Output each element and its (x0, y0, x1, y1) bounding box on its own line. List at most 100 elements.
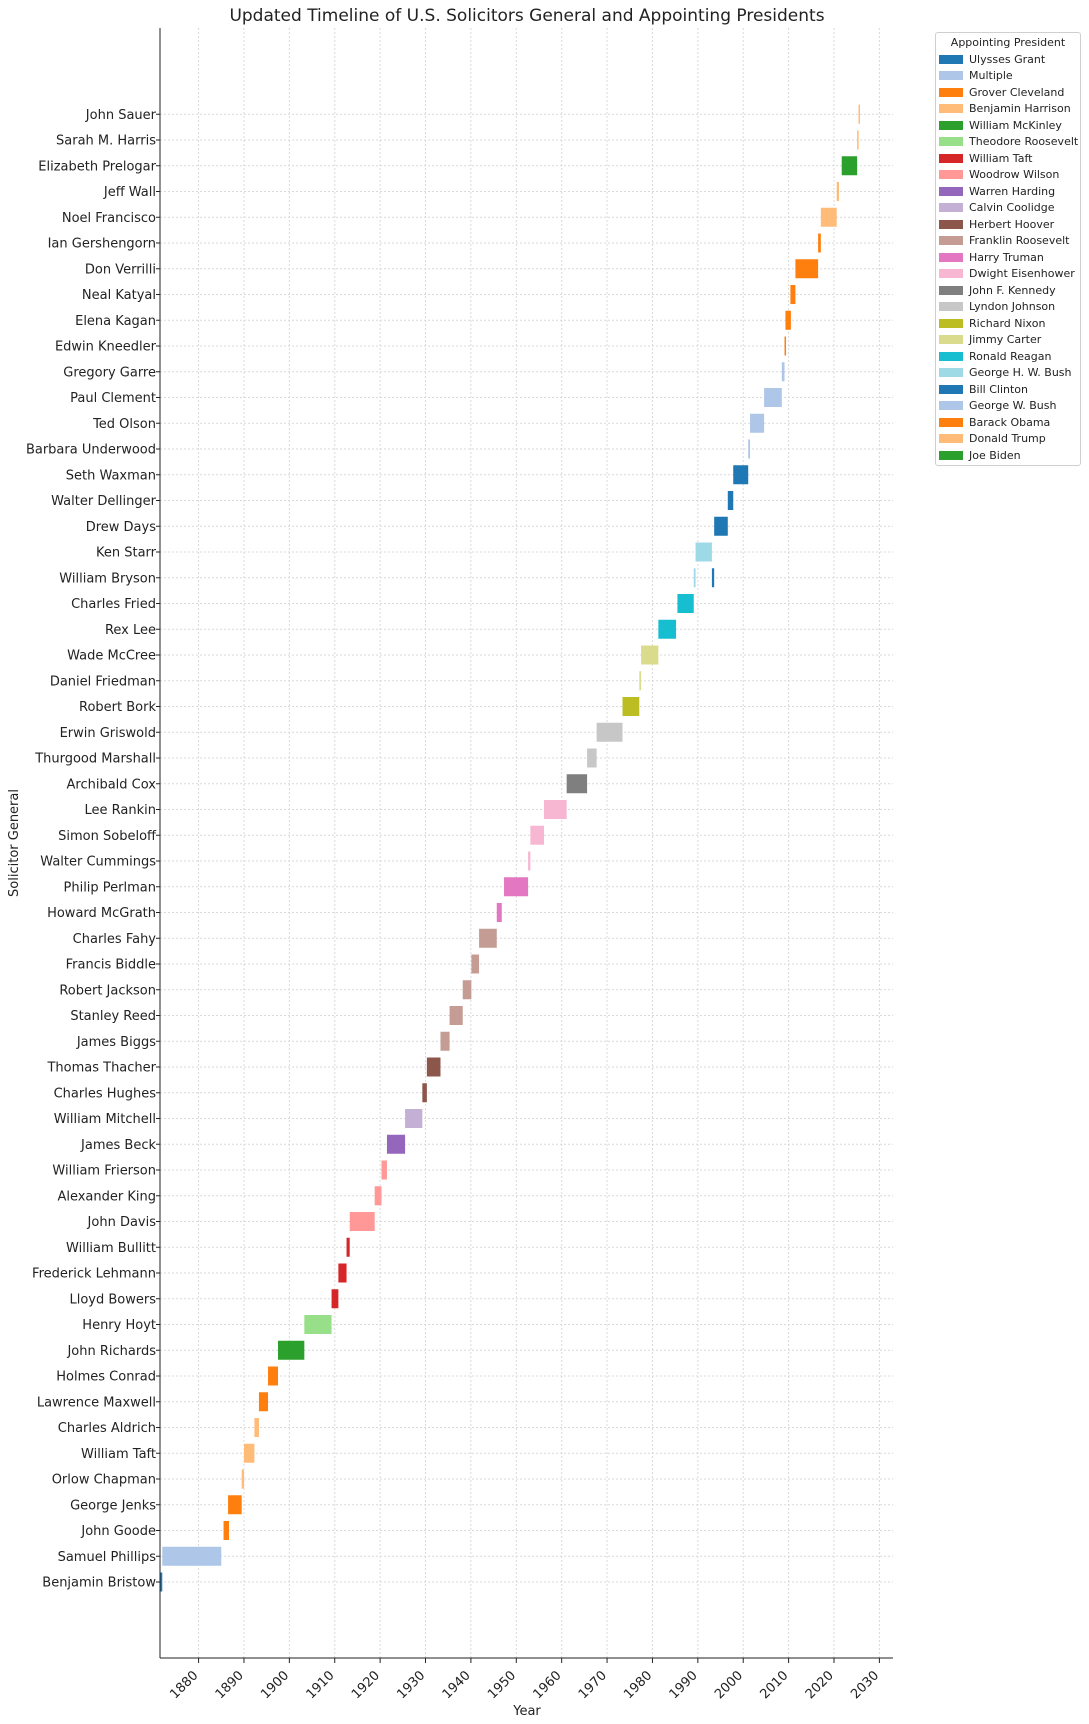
y-tick-label: Robert Bork (79, 700, 156, 715)
legend-label: Grover Cleveland (969, 85, 1065, 99)
timeline-bar (693, 568, 696, 588)
timeline-bar (795, 259, 819, 279)
legend-label: George W. Bush (969, 399, 1057, 413)
y-tick-label: John Richards (66, 1344, 156, 1359)
timeline-bar (228, 1495, 242, 1515)
timeline-bar (223, 1521, 229, 1540)
legend-item: Grover Cleveland (936, 84, 1080, 101)
timeline-bar (504, 877, 529, 897)
x-tick-label: 1990 (667, 1668, 701, 1702)
timeline-bar (543, 800, 567, 819)
y-tick-label: Archibald Cox (67, 777, 157, 792)
timeline-bar (857, 130, 859, 150)
axes (159, 28, 893, 1659)
legend-swatch (939, 318, 963, 328)
timeline-bar (695, 542, 712, 562)
y-tick-label: Charles Fried (71, 597, 156, 612)
timeline-bar (748, 439, 751, 459)
y-tick-label: Samuel Phillips (58, 1550, 157, 1565)
legend-swatch (939, 450, 963, 460)
timeline-bar (596, 722, 623, 742)
timeline-bar (566, 774, 588, 794)
timeline-bar (727, 491, 734, 510)
legend-item: Woodrow Wilson (936, 167, 1080, 184)
timeline-bar (858, 104, 861, 124)
timeline-bar (530, 825, 544, 845)
x-axis-label: Year (512, 1704, 541, 1719)
y-tick-label: William Frierson (52, 1164, 156, 1179)
legend-swatch (939, 252, 963, 262)
y-tick-label: George Jenks (70, 1498, 156, 1513)
legend-item: Multiple (936, 68, 1080, 85)
y-tick-label: Elena Kagan (75, 314, 156, 329)
legend-item: George H. W. Bush (936, 365, 1080, 382)
legend-item: Ulysses Grant (936, 51, 1080, 68)
legend-swatch (939, 203, 963, 213)
legend-label: William McKinley (969, 118, 1062, 132)
y-tick-label: Barbara Underwood (26, 443, 156, 458)
legend-label: Calvin Coolidge (969, 201, 1055, 215)
timeline-bar (496, 903, 502, 922)
y-tick-label: John Sauer (85, 108, 157, 123)
y-tick-label: Lloyd Bowers (69, 1292, 156, 1307)
y-tick-label: Alexander King (57, 1189, 156, 1204)
y-tick-label: James Biggs (76, 1035, 156, 1050)
y-tick-label: Ken Starr (96, 546, 157, 561)
legend-label: Woodrow Wilson (969, 168, 1060, 182)
legend-swatch (939, 219, 963, 229)
timeline-bar (241, 1469, 244, 1489)
legend-label: John F. Kennedy (969, 283, 1056, 297)
legend-label: Joe Biden (969, 448, 1021, 462)
timeline-bar (711, 568, 715, 588)
y-tick-label: Noel Francisco (62, 211, 156, 226)
x-tick-label: 1950 (485, 1668, 519, 1702)
y-tick-label: John Davis (87, 1215, 157, 1230)
timeline-bar (677, 594, 694, 613)
timeline-bar (764, 388, 782, 407)
timeline-bar (785, 310, 791, 330)
timeline-bar (790, 285, 796, 304)
timeline-bar (304, 1315, 332, 1334)
timeline-bar (784, 336, 787, 356)
timeline-bar (820, 207, 837, 227)
legend-swatch (939, 269, 963, 279)
y-tick-label: Lawrence Maxwell (37, 1395, 156, 1410)
x-tick-label: 1900 (258, 1668, 292, 1702)
timeline-bar (349, 1212, 375, 1231)
legend-item: Richard Nixon (936, 315, 1080, 332)
y-tick-label: Lee Rankin (85, 803, 156, 818)
timeline-bar (479, 928, 497, 948)
legend-item: Herbert Hoover (936, 216, 1080, 233)
timeline-bars (160, 104, 861, 1592)
legend-title: Appointing President (950, 36, 1066, 49)
y-tick-label: Daniel Friedman (50, 674, 156, 689)
y-tick-label: Seth Waxman (66, 468, 156, 483)
timeline-bar (658, 619, 677, 639)
y-tick-label: Francis Biddle (66, 958, 156, 973)
legend-label: Donald Trump (969, 432, 1046, 446)
legend-item: Ronald Reagan (936, 348, 1080, 365)
y-tick-label: William Bryson (59, 571, 156, 586)
legend-label: Dwight Eisenhower (969, 267, 1075, 281)
legend-swatch (939, 351, 963, 361)
y-tick-label: John Goode (80, 1524, 156, 1539)
x-tick-label: 2030 (848, 1668, 882, 1702)
timeline-bar (733, 465, 749, 485)
timeline-bar (528, 851, 531, 871)
x-tick-label: 2020 (803, 1668, 837, 1702)
legend-swatch (939, 434, 963, 444)
legend-item: Franklin Roosevelt (936, 233, 1080, 250)
x-tick-label: 1920 (349, 1668, 383, 1702)
timeline-bar (639, 671, 642, 691)
y-tick-label: Elizabeth Prelogar (38, 159, 156, 174)
y-tick-label: Edwin Kneedler (55, 340, 157, 355)
timeline-bar (346, 1237, 350, 1257)
timeline-bar (449, 1006, 463, 1025)
legend-item: Warren Harding (936, 183, 1080, 200)
legend-item: Joe Biden (936, 447, 1080, 464)
y-tick-label: Orlow Chapman (52, 1473, 156, 1488)
x-tick-label: 1980 (621, 1668, 655, 1702)
timeline-bar (841, 156, 858, 176)
legend-label: Harry Truman (969, 250, 1044, 264)
y-tick-label: William Taft (81, 1447, 156, 1462)
